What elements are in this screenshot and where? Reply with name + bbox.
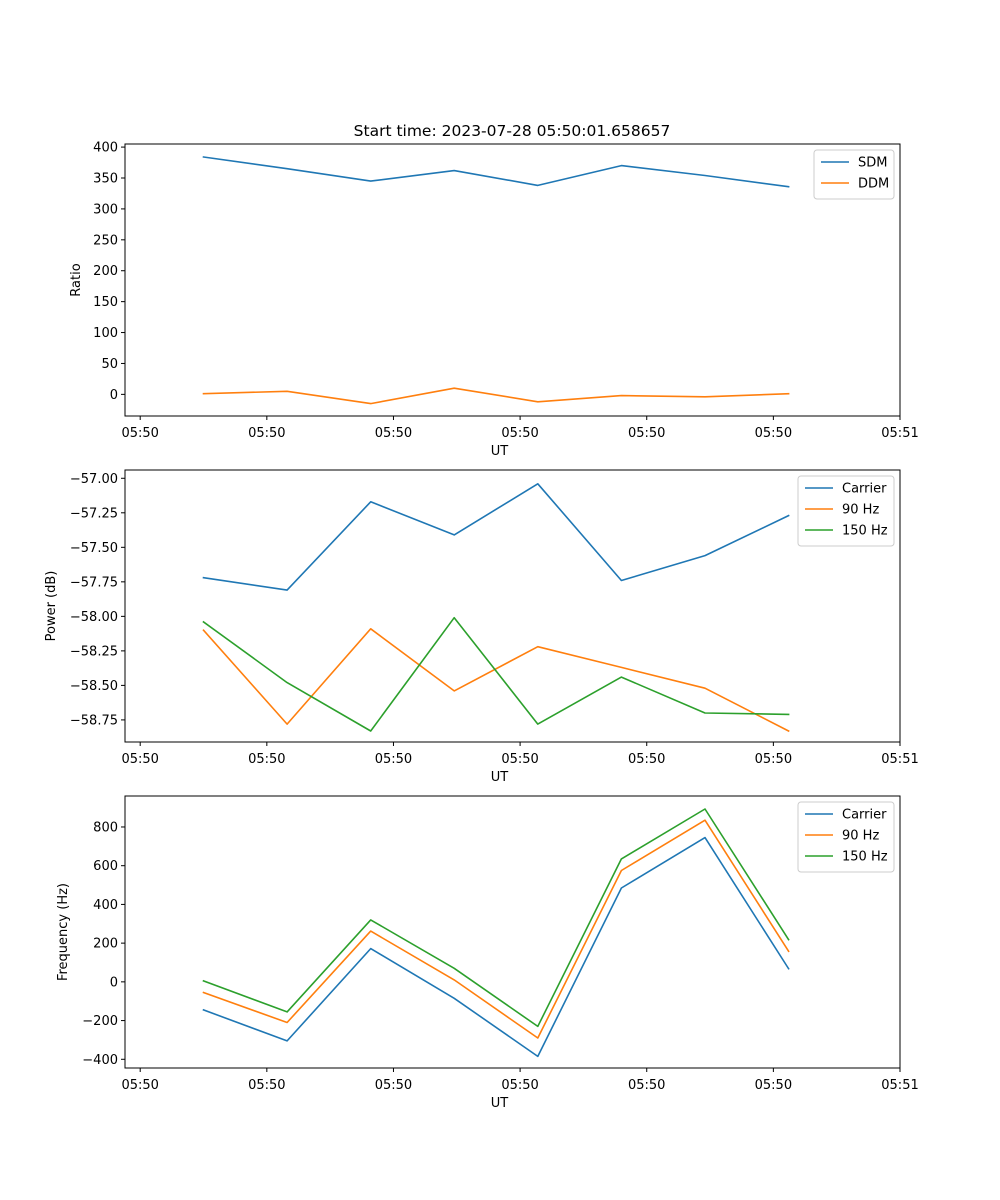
y-tick-label: 50 [101, 357, 118, 372]
legend: Carrier 90 Hz 150 Hz [797, 475, 895, 547]
x-axis-label: UT [491, 1096, 509, 1111]
x-tick-label: 05:50 [628, 426, 665, 441]
x-tick-label: 05:50 [628, 1078, 665, 1093]
legend: SDM DDM [813, 149, 895, 200]
y-tick-label: −57.25 [70, 506, 118, 521]
y-tick-label: 0 [110, 388, 118, 403]
x-tick-label: 05:50 [501, 426, 538, 441]
series-line-ddm [202, 387, 790, 405]
series-line-90-hz [202, 627, 790, 733]
legend-label: 150 Hz [842, 850, 888, 865]
x-tick-label: 05:50 [375, 1078, 412, 1093]
y-tick-label: 350 [93, 172, 118, 187]
x-tick-label: 05:50 [248, 426, 285, 441]
chart-panel-1: 05:50 05:50 05:50 05:50 05:50 05:50 05:51 0 50 10… [69, 141, 919, 459]
figure-title: Start time: 2023-07-28 05:50:01.658657 [354, 122, 671, 140]
y-tick-label: 100 [93, 326, 118, 341]
x-tick-label: 05:50 [755, 1078, 792, 1093]
x-tick-label: 05:50 [628, 752, 665, 767]
series-line-sdm [202, 156, 790, 188]
legend-label: SDM [858, 156, 887, 171]
series-line-90-hz [202, 819, 790, 1039]
x-tick-label: 05:50 [375, 426, 412, 441]
x-tick-label: 05:50 [501, 752, 538, 767]
y-tick-label: 200 [93, 937, 118, 952]
y-axis-label: Frequency (Hz) [56, 883, 71, 981]
legend-box [797, 475, 895, 547]
y-tick-label: −200 [82, 1014, 118, 1029]
legend-label: DDM [858, 177, 889, 192]
y-tick-label: 150 [93, 295, 118, 310]
x-axis-label: UT [491, 770, 509, 785]
x-tick-label: 05:50 [755, 752, 792, 767]
y-tick-label: −57.75 [70, 575, 118, 590]
x-tick-label: 05:51 [881, 1078, 918, 1093]
y-tick-label: −58.75 [70, 713, 118, 728]
x-tick-label: 05:50 [501, 1078, 538, 1093]
y-tick-label: 0 [110, 975, 118, 990]
y-tick-label: 800 [93, 820, 118, 835]
y-tick-label: 250 [93, 233, 118, 248]
series-line-carrier [202, 482, 790, 591]
y-tick-label: 200 [93, 264, 118, 279]
x-tick-label: 05:50 [375, 752, 412, 767]
y-tick-label: −57.00 [70, 472, 118, 487]
y-tick-label: 600 [93, 859, 118, 874]
plot-area-frame [124, 469, 901, 743]
legend-box [797, 801, 895, 873]
x-tick-label: 05:50 [121, 1078, 158, 1093]
legend-label: 150 Hz [842, 524, 888, 539]
y-tick-label: 400 [93, 898, 118, 913]
x-axis-label: UT [491, 444, 509, 459]
series-line-150-hz [202, 616, 790, 732]
legend-label: Carrier [842, 808, 887, 823]
legend-label: 90 Hz [842, 829, 879, 844]
plot-area-frame [124, 143, 901, 417]
y-tick-label: −58.00 [70, 610, 118, 625]
chart-panel-2: 05:50 05:50 05:50 05:50 05:50 05:50 05:51 −58.7… [44, 469, 919, 785]
y-tick-label: −58.50 [70, 679, 118, 694]
y-tick-label: −57.50 [70, 541, 118, 556]
chart-panel-3: 05:50 05:50 05:50 05:50 05:50 05:50 05:51 −400 −… [56, 795, 919, 1111]
y-tick-label: −58.25 [70, 644, 118, 659]
x-tick-label: 05:50 [121, 752, 158, 767]
y-tick-label: −400 [82, 1053, 118, 1068]
x-tick-label: 05:50 [755, 426, 792, 441]
y-tick-label: 400 [93, 141, 118, 156]
x-tick-label: 05:50 [121, 426, 158, 441]
x-tick-label: 05:51 [881, 426, 918, 441]
legend: Carrier 90 Hz 150 Hz [797, 801, 895, 873]
x-tick-label: 05:51 [881, 752, 918, 767]
series-line-carrier [202, 836, 790, 1058]
y-axis-label: Ratio [69, 263, 84, 296]
series-line-150-hz [202, 808, 790, 1028]
x-tick-label: 05:50 [248, 1078, 285, 1093]
y-axis-label: Power (dB) [44, 571, 59, 642]
y-tick-label: 300 [93, 202, 118, 217]
legend-label: Carrier [842, 482, 887, 497]
legend-label: 90 Hz [842, 503, 879, 518]
x-tick-label: 05:50 [248, 752, 285, 767]
plot-area-frame [124, 795, 901, 1069]
